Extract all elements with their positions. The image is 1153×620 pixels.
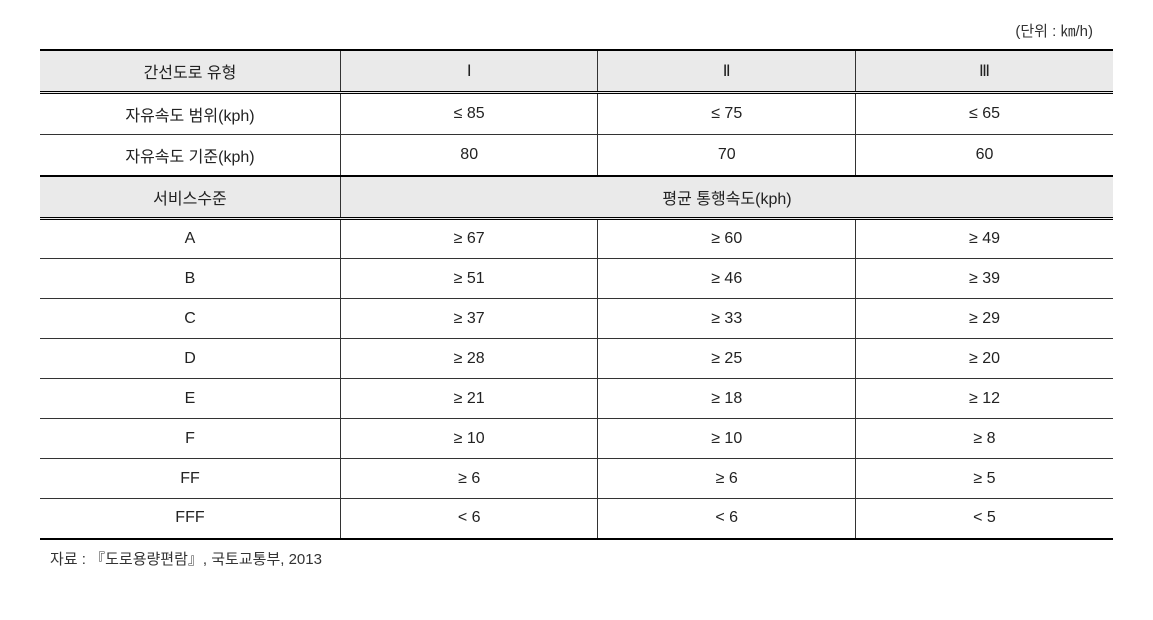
table-row: C≥ 37≥ 33≥ 29	[40, 299, 1113, 339]
table-row: FF≥ 6≥ 6≥ 5	[40, 459, 1113, 499]
service-level-value: ≥ 46	[598, 259, 856, 299]
source-note: 자료 : 『도로용량편람』, 국토교통부, 2013	[40, 548, 1113, 569]
service-level-value: ≥ 49	[855, 219, 1113, 259]
service-level-value: ≥ 20	[855, 339, 1113, 379]
header-col-2: Ⅱ	[598, 50, 856, 93]
free-speed-standard-label: 자유속도 기준(kph)	[40, 135, 340, 177]
section-header-avg-speed: 평균 통행속도(kph)	[340, 176, 1113, 219]
unit-label: (단위 : ㎞/h)	[40, 20, 1113, 41]
service-level-value: < 5	[855, 499, 1113, 539]
service-level-value: ≥ 25	[598, 339, 856, 379]
service-level-value: ≥ 67	[340, 219, 598, 259]
service-level-label: FFF	[40, 499, 340, 539]
service-level-label: FF	[40, 459, 340, 499]
table-header-row: 간선도로 유형 Ⅰ Ⅱ Ⅲ	[40, 50, 1113, 93]
service-level-table: 간선도로 유형 Ⅰ Ⅱ Ⅲ 자유속도 범위(kph) ≤ 85 ≤ 75 ≤ 6…	[40, 49, 1113, 540]
table-row: D≥ 28≥ 25≥ 20	[40, 339, 1113, 379]
free-speed-standard-1: 80	[340, 135, 598, 177]
free-speed-range-label: 자유속도 범위(kph)	[40, 93, 340, 135]
free-speed-range-1: ≤ 85	[340, 93, 598, 135]
service-level-value: ≥ 21	[340, 379, 598, 419]
service-level-value: ≥ 5	[855, 459, 1113, 499]
service-level-label: E	[40, 379, 340, 419]
section-header-service: 서비스수준	[40, 176, 340, 219]
header-col-1: Ⅰ	[340, 50, 598, 93]
service-level-value: ≥ 60	[598, 219, 856, 259]
service-level-value: < 6	[340, 499, 598, 539]
service-level-value: ≥ 6	[340, 459, 598, 499]
table-row: F≥ 10≥ 10≥ 8	[40, 419, 1113, 459]
header-col-3: Ⅲ	[855, 50, 1113, 93]
service-level-value: ≥ 37	[340, 299, 598, 339]
free-speed-standard-row: 자유속도 기준(kph) 80 70 60	[40, 135, 1113, 177]
service-level-value: ≥ 51	[340, 259, 598, 299]
free-speed-range-row: 자유속도 범위(kph) ≤ 85 ≤ 75 ≤ 65	[40, 93, 1113, 135]
table-row: B≥ 51≥ 46≥ 39	[40, 259, 1113, 299]
free-speed-range-2: ≤ 75	[598, 93, 856, 135]
service-level-value: ≥ 39	[855, 259, 1113, 299]
service-level-label: F	[40, 419, 340, 459]
service-level-value: ≥ 18	[598, 379, 856, 419]
service-level-value: ≥ 29	[855, 299, 1113, 339]
service-level-value: ≥ 10	[598, 419, 856, 459]
service-level-value: ≥ 10	[340, 419, 598, 459]
section-header-row: 서비스수준 평균 통행속도(kph)	[40, 176, 1113, 219]
header-road-type: 간선도로 유형	[40, 50, 340, 93]
service-level-value: ≥ 33	[598, 299, 856, 339]
table-row: A≥ 67≥ 60≥ 49	[40, 219, 1113, 259]
service-level-label: C	[40, 299, 340, 339]
service-level-value: ≥ 28	[340, 339, 598, 379]
service-level-value: ≥ 12	[855, 379, 1113, 419]
service-level-label: A	[40, 219, 340, 259]
table-row: E≥ 21≥ 18≥ 12	[40, 379, 1113, 419]
free-speed-standard-3: 60	[855, 135, 1113, 177]
service-level-value: < 6	[598, 499, 856, 539]
table-row: FFF< 6< 6< 5	[40, 499, 1113, 539]
service-level-value: ≥ 6	[598, 459, 856, 499]
free-speed-range-3: ≤ 65	[855, 93, 1113, 135]
service-level-value: ≥ 8	[855, 419, 1113, 459]
service-level-label: B	[40, 259, 340, 299]
service-level-label: D	[40, 339, 340, 379]
free-speed-standard-2: 70	[598, 135, 856, 177]
